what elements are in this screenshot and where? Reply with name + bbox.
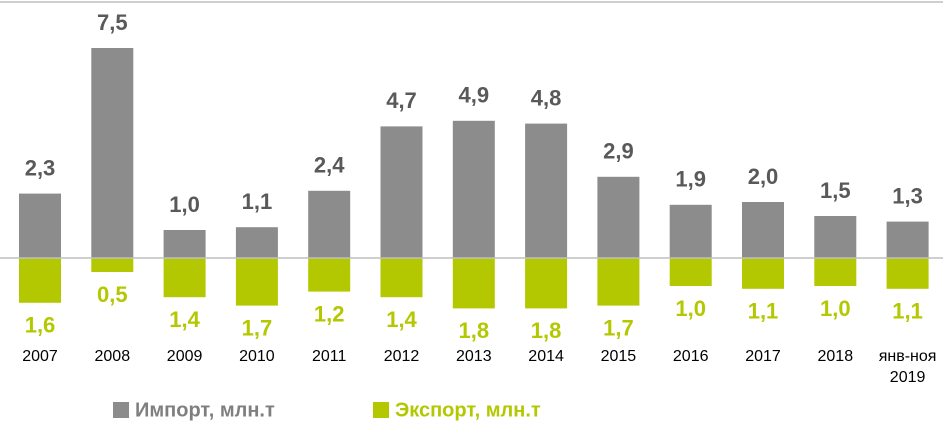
bar [163, 230, 206, 258]
x-tick-label: 2014 [528, 348, 564, 365]
x-tick-label: 2007 [22, 348, 58, 365]
value-label: 1,5 [820, 178, 851, 203]
bar [886, 221, 929, 258]
value-label: 2,0 [748, 164, 779, 189]
bar [669, 258, 712, 286]
legend-label: Импорт, млн.т [135, 399, 275, 421]
x-tick-label: 2016 [672, 348, 709, 365]
legend-swatch [373, 402, 389, 418]
x-tick-label: янв-ноя 2019 [878, 348, 937, 386]
bar [452, 258, 495, 309]
value-label: 1,2 [314, 301, 345, 326]
value-label: 1,3 [892, 183, 923, 208]
bar [814, 258, 857, 286]
x-tick-label: 2009 [166, 348, 203, 365]
value-label: 1,1 [892, 299, 923, 324]
value-label: 2,4 [314, 153, 345, 178]
value-label: 7,5 [97, 10, 128, 35]
bar [597, 258, 640, 306]
bar [525, 123, 568, 258]
bar [597, 176, 640, 258]
value-label: 2,3 [25, 155, 56, 180]
bar [742, 258, 784, 289]
bar [19, 193, 61, 258]
value-label: 1,4 [169, 307, 200, 332]
value-label: 1,9 [675, 167, 706, 192]
bar [19, 258, 61, 303]
bar [814, 216, 857, 258]
value-label: 4,8 [531, 85, 562, 110]
bar [163, 258, 206, 298]
value-label: 4,7 [386, 88, 417, 113]
bar [308, 190, 351, 258]
bar [886, 258, 929, 289]
bar [525, 258, 568, 309]
x-tick-label: 2013 [456, 348, 492, 365]
value-label: 1,6 [25, 313, 56, 338]
value-label: 1,7 [242, 315, 273, 340]
value-label: 1,0 [169, 192, 200, 217]
bar [308, 258, 351, 292]
value-label: 1,8 [531, 318, 562, 343]
legend-swatch [113, 402, 129, 418]
bar [91, 258, 134, 272]
value-label: 1,8 [459, 318, 490, 343]
bar [235, 227, 278, 258]
bar [91, 48, 134, 258]
value-label: 4,9 [459, 83, 490, 108]
bar [669, 204, 712, 258]
value-label: 1,1 [748, 299, 779, 324]
value-label: 0,5 [97, 282, 128, 307]
value-label: 1,4 [386, 307, 417, 332]
x-tick-label: 2011 [311, 348, 347, 365]
value-label: 1,0 [675, 296, 706, 321]
bar [380, 258, 423, 298]
value-label: 1,7 [603, 315, 634, 340]
value-label: 2,9 [603, 139, 634, 164]
bar [235, 258, 278, 306]
legend-label: Экспорт, млн.т [395, 399, 541, 421]
value-label: 1,1 [242, 189, 273, 214]
x-tick-label: 2012 [383, 348, 420, 365]
x-tick-label: 2008 [94, 348, 131, 365]
x-tick-label: 2015 [600, 348, 637, 365]
x-tick-label: 2018 [817, 348, 854, 365]
bar [742, 202, 784, 258]
bar [452, 120, 495, 258]
value-label: 1,0 [820, 296, 851, 321]
x-tick-label: 2010 [239, 348, 275, 365]
x-tick-label: 2017 [745, 348, 781, 365]
bar [380, 126, 423, 259]
